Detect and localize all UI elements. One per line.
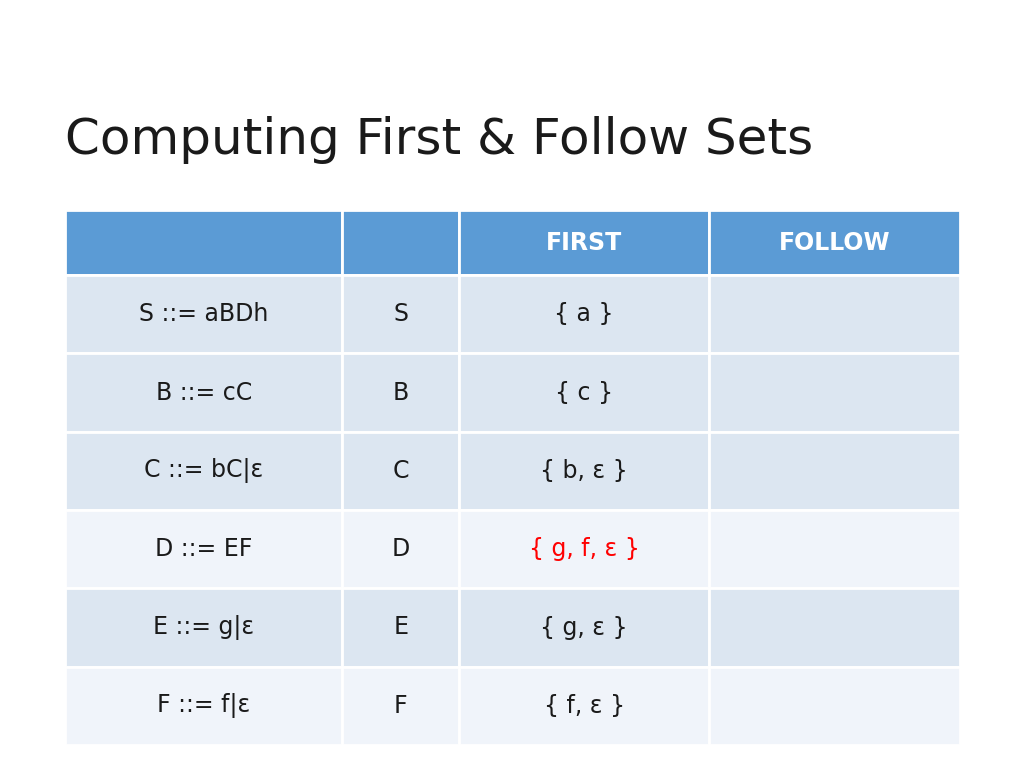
Text: D: D [391, 537, 410, 561]
Text: C ::= bC|ε: C ::= bC|ε [144, 458, 263, 483]
Text: C: C [392, 458, 409, 483]
Text: D ::= EF: D ::= EF [155, 537, 252, 561]
Text: FIRST: FIRST [546, 230, 623, 254]
Text: E ::= g|ε: E ::= g|ε [154, 615, 254, 640]
Text: F: F [394, 694, 408, 718]
Text: { f, ε }: { f, ε } [544, 694, 625, 718]
Text: S ::= aBDh: S ::= aBDh [139, 302, 268, 326]
Text: F ::= f|ε: F ::= f|ε [157, 694, 250, 718]
Text: S: S [393, 302, 409, 326]
Text: B: B [392, 380, 409, 405]
Text: { g, ε }: { g, ε } [541, 615, 628, 640]
Text: FOLLOW: FOLLOW [779, 230, 891, 254]
Text: E: E [393, 615, 409, 640]
Text: { a }: { a } [554, 302, 613, 326]
Text: { g, f, ε }: { g, f, ε } [528, 537, 640, 561]
Text: B ::= cC: B ::= cC [156, 380, 252, 405]
Text: { c }: { c } [555, 380, 613, 405]
Text: { b, ε }: { b, ε } [541, 458, 628, 483]
Text: Computing First & Follow Sets: Computing First & Follow Sets [65, 116, 813, 164]
